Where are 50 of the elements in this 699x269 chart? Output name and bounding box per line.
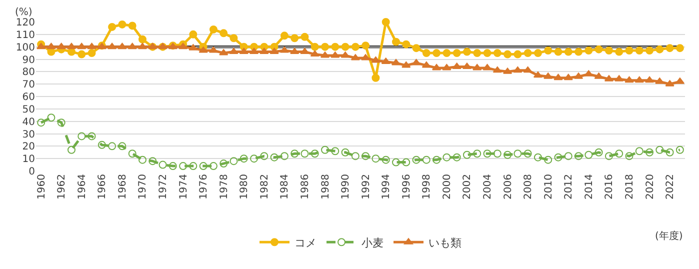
legend-label: コメ: [294, 236, 316, 250]
x-tick-label: 1996: [401, 174, 412, 200]
y-tick-label: 30: [22, 129, 35, 140]
x-tick-label: 1972: [158, 174, 170, 200]
x-tick-label: 1994: [381, 174, 392, 200]
x-tick-label: 1980: [239, 174, 250, 200]
x-tick-label: 1968: [117, 174, 128, 200]
x-tick-label: 2000: [442, 174, 453, 200]
y-axis-title: (%): [15, 7, 32, 18]
legend-label: 小麦: [362, 236, 384, 250]
y-tick-label: 20: [22, 142, 35, 153]
x-tick-label: 2012: [564, 174, 575, 200]
x-tick-label: 1990: [340, 174, 352, 200]
x-tick-label: 1978: [218, 174, 230, 200]
x-tick-label: 1982: [259, 174, 270, 200]
x-tick-label: 2008: [523, 174, 534, 200]
x-tick-label: 1984: [280, 174, 291, 200]
x-tick-label: 1966: [97, 174, 108, 200]
y-tick-label: 120: [16, 18, 35, 28]
x-tick-label: 1988: [320, 174, 332, 200]
x-tick-label: 1998: [422, 174, 433, 200]
x-tick-label: 1992: [360, 174, 372, 200]
x-tick-label: 2022: [665, 174, 676, 200]
legend-label: いも類: [428, 236, 462, 250]
x-tick-label: 1976: [198, 174, 210, 200]
x-axis-title: (年度): [655, 230, 683, 242]
y-tick-label: 50: [22, 104, 35, 116]
y-tick-label: 80: [22, 67, 35, 78]
x-tick-label: 2004: [482, 174, 494, 200]
y-tick-label: 100: [16, 42, 35, 54]
x-tick-label: 2016: [604, 174, 616, 200]
x-tick-label: 2002: [462, 174, 474, 200]
y-tick-label: 70: [22, 80, 35, 91]
x-tick-label: 2014: [584, 174, 595, 200]
x-tick-label: 2006: [502, 174, 514, 200]
y-tick-label: 110: [16, 30, 35, 41]
y-tick-label: 60: [22, 92, 35, 103]
x-tick-label: 2020: [644, 174, 656, 200]
x-tick-label: 1960: [36, 174, 48, 200]
x-tick-label: 1970: [138, 174, 149, 200]
x-tick-label: 1964: [76, 174, 88, 200]
x-tick-label: 1962: [56, 174, 68, 200]
y-tick-label: 0: [28, 166, 35, 178]
y-tick-label: 10: [22, 154, 35, 166]
x-tick-label: 2018: [624, 174, 636, 200]
x-tick-label: 1986: [300, 174, 311, 200]
x-tick-label: 2010: [543, 174, 554, 200]
y-tick-label: 40: [22, 116, 35, 128]
x-tick-label: 1974: [178, 174, 190, 200]
y-tick-label: 90: [22, 54, 35, 66]
